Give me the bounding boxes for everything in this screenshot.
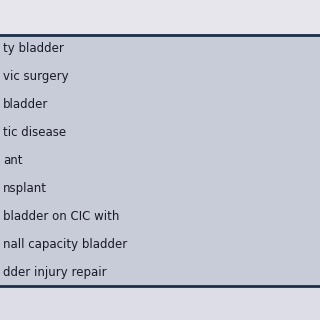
Bar bbox=[0, 286, 320, 320]
Text: Numbe: Numbe bbox=[261, 11, 314, 24]
Bar bbox=[0, 35, 320, 286]
Text: ant: ant bbox=[3, 154, 23, 167]
Text: dder injury repair: dder injury repair bbox=[3, 266, 107, 279]
Bar bbox=[0, 0, 320, 35]
Text: ttent catheterization: ttent catheterization bbox=[3, 297, 126, 310]
Text: nsplant: nsplant bbox=[3, 182, 47, 195]
Text: nall capacity bladder: nall capacity bladder bbox=[3, 238, 127, 251]
Text: ty bladder: ty bladder bbox=[3, 42, 64, 55]
Text: bladder: bladder bbox=[3, 98, 49, 111]
Text: vic surgery: vic surgery bbox=[3, 70, 69, 83]
Text: tic disease: tic disease bbox=[3, 126, 66, 139]
Text: bladder on CIC with: bladder on CIC with bbox=[3, 210, 120, 223]
